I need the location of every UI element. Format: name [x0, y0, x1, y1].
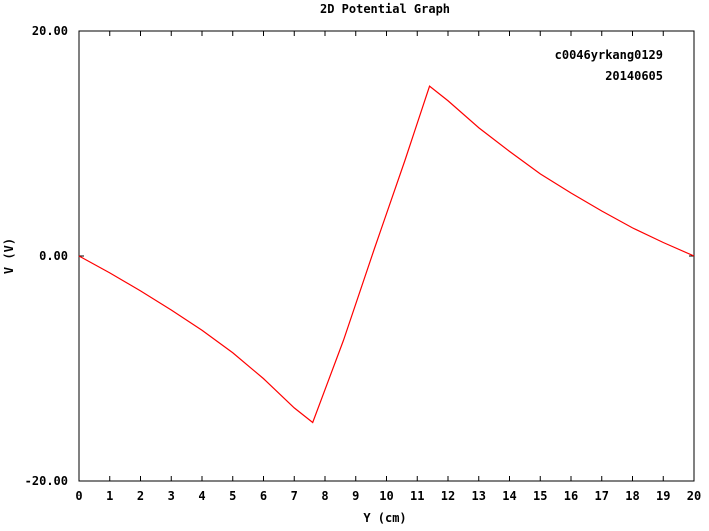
x-tick-label: 7: [291, 489, 298, 503]
y-axis-label: V (V): [2, 238, 16, 274]
x-tick-label: 18: [625, 489, 639, 503]
x-axis-ticks: 0 1 2 3 4 5 6 7 8 9 10 11 12 13 14 15 16 17 18 19 20: [75, 31, 701, 503]
x-tick-label: 6: [260, 489, 267, 503]
x-tick-label: 0: [75, 489, 82, 503]
y-tick-label: -20.00: [25, 474, 68, 488]
y-tick-label: 20.00: [32, 24, 68, 38]
x-tick-label: 20: [687, 489, 701, 503]
x-axis-label: Y (cm): [363, 511, 406, 525]
x-tick-label: 15: [533, 489, 547, 503]
x-tick-label: 4: [198, 489, 205, 503]
annotation-date: 20140605: [605, 69, 663, 83]
x-tick-label: 1: [106, 489, 113, 503]
annotation-id: c0046yrkang0129: [555, 48, 663, 62]
y-tick-label: 0.00: [39, 249, 68, 263]
x-tick-label: 14: [502, 489, 516, 503]
x-tick-label: 17: [595, 489, 609, 503]
x-tick-label: 3: [168, 489, 175, 503]
x-tick-label: 10: [379, 489, 393, 503]
chart-title: 2D Potential Graph: [320, 2, 450, 16]
x-tick-label: 16: [564, 489, 578, 503]
plot-frame: [78, 30, 695, 482]
x-tick-label: 8: [321, 489, 328, 503]
series-layer: [78, 85, 695, 424]
x-tick-label: 5: [229, 489, 236, 503]
y-axis-ticks: 20.00 0.00 -20.00: [25, 24, 694, 488]
x-tick-label: 19: [656, 489, 670, 503]
x-tick-label: 9: [352, 489, 359, 503]
x-tick-label: 2: [137, 489, 144, 503]
potential-series-line: [78, 85, 695, 424]
x-tick-label: 13: [472, 489, 486, 503]
x-tick-label: 12: [441, 489, 455, 503]
x-tick-label: 11: [410, 489, 424, 503]
